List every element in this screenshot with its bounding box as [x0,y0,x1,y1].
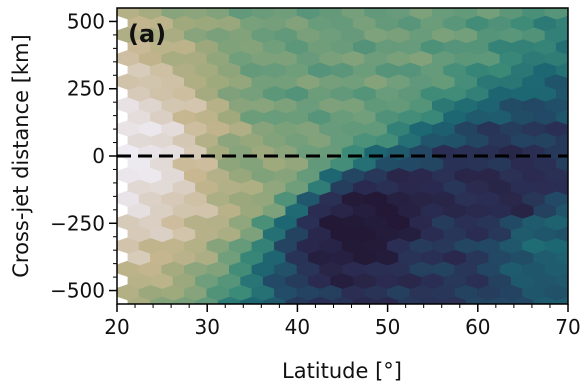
hexbin-cell [522,8,547,20]
hexbin-cell [579,39,584,55]
hexbin-cell [579,273,584,289]
hexbin-cell [567,123,568,133]
hexbin-cell [579,109,584,125]
hexbin-cell [567,53,568,63]
hexbin-cell [364,8,389,20]
hexbin-cell [567,241,568,250]
hexbin-cell [567,77,568,87]
x-axis-label: Latitude [°] [282,359,402,383]
hexbin-cell [579,296,584,312]
panel-label: (a) [128,20,166,48]
hexbin-cell [296,8,321,20]
hexbin-cell [454,8,479,20]
y-tick-label: 0 [92,144,105,168]
hexbin-cell [184,8,208,20]
hexbin-cell [567,287,568,297]
hexbin-cell [579,179,584,195]
hexbin-cell [556,0,579,8]
hexbin-cell [251,8,276,20]
hexbin-cell [567,264,568,274]
y-axis: 500 250 0 −250 −500 [50,9,117,303]
hexbin-cell [579,132,584,148]
hexbin-cells [117,0,584,312]
hexbin-cell [499,8,524,20]
hexbin-cell [579,62,584,78]
hexbin-cell [218,0,241,8]
x-tick-label: 20 [104,315,129,339]
hexbin-cell [579,15,584,31]
hexbin-cell [579,85,584,101]
hexbin-cell [534,0,557,8]
hexbin-cell [567,194,568,204]
hexbin-cell [489,0,512,8]
hexbin-cell [544,8,568,20]
hexbin-cell [579,226,584,242]
hexbin-cell [579,0,584,8]
x-tick-label: 40 [285,315,310,339]
hexbin-cell [567,30,568,40]
hexbin-cell [150,0,173,8]
hexbin-cell [161,8,186,20]
hexbin-cell [376,0,399,8]
hexbin-cell [579,249,584,265]
hexbin-cell [138,8,163,20]
hexbin-cell [421,0,444,8]
x-axis: 20 30 40 50 60 70 [104,304,581,339]
hexbin-cell [286,0,309,8]
hexbin-cell [128,0,151,8]
hexbin-cell [511,0,534,8]
x-tick-label: 70 [555,315,580,339]
hexbin-cell [567,100,568,110]
hexbin-cell [399,0,422,8]
x-tick-label: 60 [465,315,490,339]
hexbin-cell [229,8,253,20]
hexbin-cell [466,0,489,8]
hexbin-cell [331,0,354,8]
y-tick-label: 250 [67,77,105,101]
hexbin-cell [579,156,584,172]
hexbin-cell [567,170,568,180]
hexbin-cell [308,0,331,8]
hexbin-cell [409,8,434,20]
hexbin-cell [341,8,366,20]
hexbin-cell [444,0,467,8]
hexbin-cell [274,8,299,20]
y-tick-label: 500 [67,9,105,33]
y-tick-label: −500 [50,279,105,303]
x-tick-label: 50 [375,315,400,339]
y-axis-label: Cross-jet distance [km] [9,34,33,277]
hexbin-cell [567,217,568,227]
hexbin-cell [206,8,231,20]
x-tick-label: 30 [194,315,219,339]
hexbin-cell [477,8,502,20]
hexbin-cell [579,202,584,218]
hexbin-cell [353,0,376,8]
hexbin-cell [567,147,568,157]
hexbin-cell [173,0,196,8]
hexbin-cell [196,0,219,8]
hexbin-cell [263,0,286,8]
hexbin-cell [117,8,141,20]
hexbin-cell [431,8,456,20]
hexbin-cell [319,8,344,20]
hexbin-cell [386,8,411,20]
y-tick-label: −250 [50,211,105,235]
hexbin-cell [241,0,264,8]
hexbin-cell [567,8,568,16]
